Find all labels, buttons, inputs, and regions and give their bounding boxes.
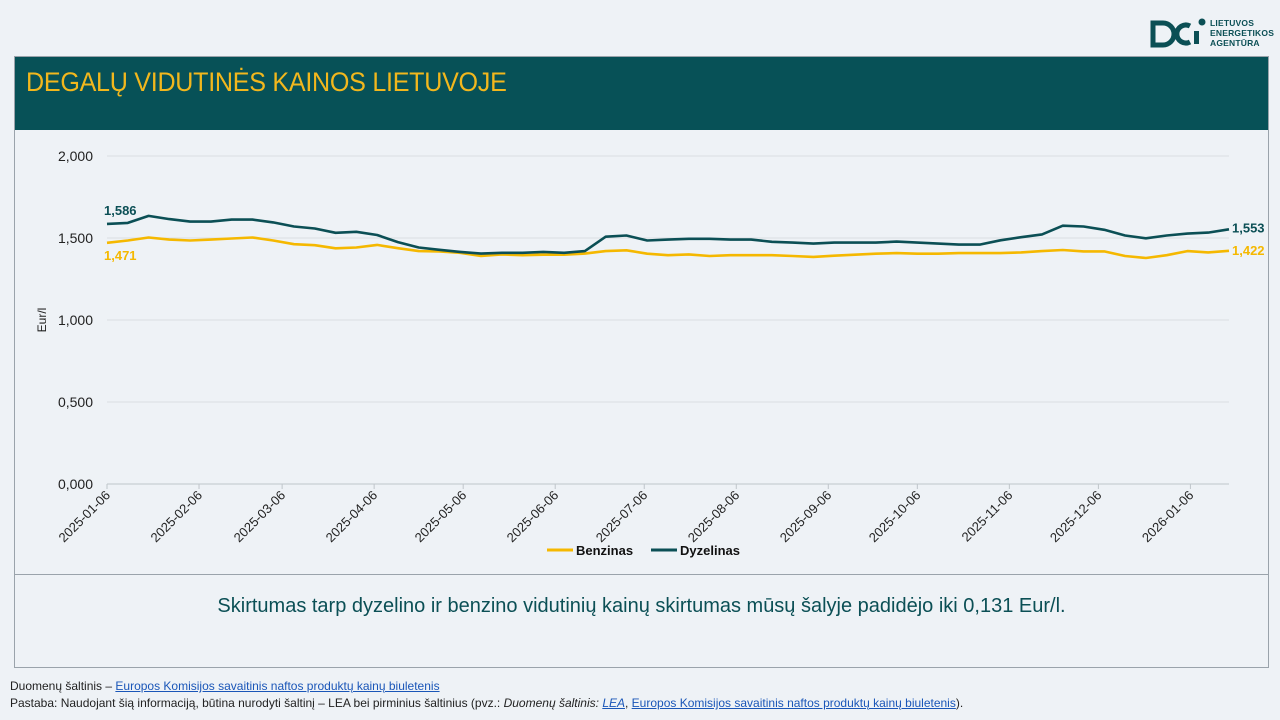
footer-remark-prefix: Pastaba: Naudojant šią informaciją, būti… [10, 696, 504, 710]
y-tick-label: 1,000 [58, 312, 93, 328]
footer-remark-sep: , [625, 696, 632, 710]
logo-line-3: AGENTŪRA [1210, 38, 1260, 48]
line-chart: 0,000 0,500 1,000 1,500 2,000 Eur/l 2025-01-06… [35, 148, 1265, 558]
page-title: DEGALŲ VIDUTINĖS KAINOS LIETUVOJE [26, 67, 507, 97]
x-tick-label: 2025-06-06 [504, 488, 562, 546]
title-bar: DEGALŲ VIDUTINĖS KAINOS LIETUVOJE [15, 57, 1268, 130]
x-tick-label: 2025-01-06 [55, 488, 113, 546]
data-label-benzinas-start: 1,471 [104, 248, 137, 263]
x-tick-label: 2025-03-06 [231, 488, 289, 546]
footer-remark: Pastaba: Naudojant šią informaciją, būti… [10, 695, 963, 712]
footer-source-prefix: Duomenų šaltinis – [10, 679, 116, 693]
summary-note: Skirtumas tarp dyzelino ir benzino vidut… [217, 595, 1066, 617]
footer-source: Duomenų šaltinis – Europos Komisijos sav… [10, 678, 963, 695]
legend-label-benzinas: Benzinas [576, 543, 633, 558]
logo-mark-icon [1150, 18, 1206, 48]
x-tick-label: 2025-10-06 [866, 488, 924, 546]
footer: Duomenų šaltinis – Europos Komisijos sav… [10, 678, 963, 712]
footer-remark-italic: Duomenų šaltinis: [503, 696, 603, 710]
y-tick-label: 1,500 [58, 230, 93, 246]
x-tick-label: 2025-07-06 [593, 488, 651, 546]
slide-frame: DEGALŲ VIDUTINĖS KAINOS LIETUVOJE 0,000 0… [14, 56, 1269, 668]
y-tick-label: 0,000 [58, 476, 93, 492]
y-tick-label: 0,500 [58, 394, 93, 410]
y-tick-label: 2,000 [58, 148, 93, 164]
agency-logo: LIETUVOS ENERGETIKOS AGENTŪRA [1150, 16, 1274, 52]
x-tick-label: 2025-04-06 [323, 488, 381, 546]
data-label-dyzelinas-end: 1,553 [1232, 220, 1265, 235]
x-tick-label: 2026-01-06 [1139, 488, 1197, 546]
logo-line-1: LIETUVOS [1210, 18, 1255, 28]
logo-line-2: ENERGETIKOS [1210, 28, 1275, 38]
x-tick-label: 2025-08-06 [685, 488, 743, 546]
data-label-benzinas-end: 1,422 [1232, 243, 1265, 258]
legend-label-dyzelinas: Dyzelinas [680, 543, 740, 558]
x-tick-label: 2025-12-06 [1047, 488, 1105, 546]
x-tick-label: 2025-09-06 [777, 488, 835, 546]
footer-remark-suffix: ). [955, 696, 964, 710]
data-label-dyzelinas-start: 1,586 [104, 203, 137, 218]
y-axis-label: Eur/l [35, 308, 49, 333]
chart-area: 0,000 0,500 1,000 1,500 2,000 Eur/l 2025-01-06… [15, 130, 1268, 574]
logo-text: LIETUVOS ENERGETIKOS AGENTŪRA [1210, 18, 1274, 48]
x-tick-label: 2025-02-06 [148, 488, 206, 546]
footer-source-link[interactable]: Europos Komisijos savaitinis naftos prod… [115, 679, 440, 693]
series-line-dyzelinas [106, 214, 1230, 255]
series-line-benzinas [106, 236, 1230, 260]
x-tick-label: 2025-05-06 [412, 488, 470, 546]
x-tick-label: 2025-11-06 [959, 488, 1016, 545]
divider [15, 574, 1268, 575]
footer-remark-link[interactable]: Europos Komisijos savaitinis naftos prod… [631, 696, 956, 710]
footer-lea-link[interactable]: LEA [602, 696, 625, 710]
